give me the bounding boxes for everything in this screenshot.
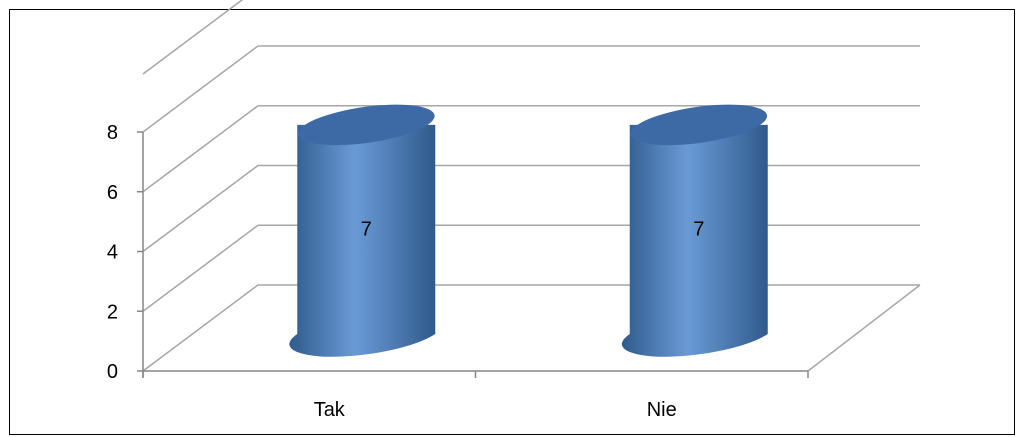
bar-cylinder (621, 104, 768, 357)
data-label: 7 (361, 218, 372, 240)
y-tick-label: 0 (107, 361, 118, 383)
y-tick-label: 6 (107, 182, 118, 204)
y-tick-label: 4 (107, 242, 118, 264)
side-wall-gridline (142, 284, 259, 372)
bar-cylinder (289, 104, 436, 357)
bar-body (621, 124, 768, 357)
bar-top (297, 104, 435, 146)
side-wall-gridline (142, 164, 259, 253)
data-label: 7 (693, 218, 704, 240)
side-wall-gridline (142, 105, 259, 193)
side-wall-gridline (142, 0, 244, 75)
x-category-label: Nie (647, 399, 677, 421)
axis-layer (137, 131, 809, 378)
floor-edge (807, 284, 921, 372)
side-wall-gridline (142, 45, 259, 133)
chart-frame (9, 9, 1015, 435)
y-tick-label: 2 (107, 301, 118, 323)
side-wall-gridline (142, 224, 259, 312)
grid-layer (142, 0, 921, 372)
bar-layer (289, 104, 768, 357)
bar-body (289, 124, 436, 357)
label-layer: 0 2 4 6 8 7 Tak 7 Nie (107, 122, 704, 421)
y-tick-label: 8 (107, 122, 118, 144)
bar-top (630, 104, 768, 146)
x-category-label: Tak (314, 399, 346, 421)
